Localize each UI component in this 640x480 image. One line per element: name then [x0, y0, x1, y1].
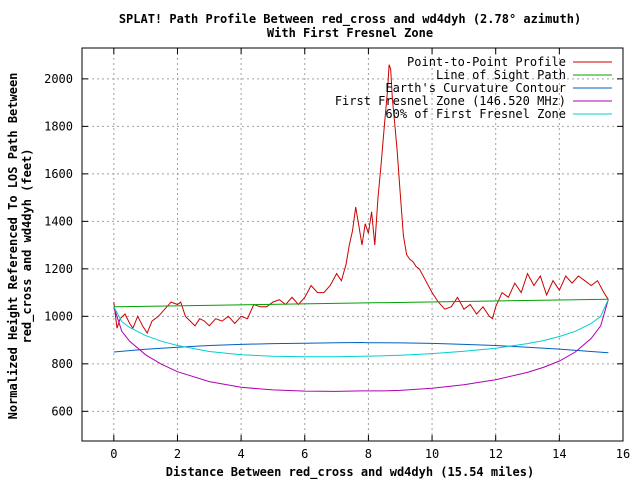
y-axis-label-line2: red_cross and wd4dyh (feet) — [20, 148, 35, 343]
y-axis-label-line1: Normalized Height Referenced To LOS Path… — [6, 73, 20, 420]
x-tick-label: 12 — [488, 447, 502, 461]
x-tick-label: 4 — [238, 447, 245, 461]
legend-label: 60% of First Fresnel Zone — [385, 107, 566, 121]
series-line-4 — [113, 298, 609, 358]
chart-title: SPLAT! Path Profile Between red_cross an… — [119, 12, 581, 27]
x-tick-label: 14 — [552, 447, 566, 461]
legend-label: Point-to-Point Profile — [407, 55, 566, 69]
plot-frame — [81, 47, 624, 442]
legend-label: First Fresnel Zone (146.520 MHz) — [335, 94, 566, 108]
ticks: 0 2 4 6 8 10 12 14 16 600 800 1000 1200 1400 1600 1800 2… — [44, 48, 630, 461]
chart-subtitle: With First Fresnel Zone — [267, 26, 433, 40]
legend-label: Line of Sight Path — [436, 68, 566, 82]
x-tick-label: 16 — [616, 447, 630, 461]
series-line-3 — [113, 299, 609, 392]
x-tick-label: 8 — [365, 447, 372, 461]
x-tick-label: 6 — [301, 447, 308, 461]
x-tick-label: 10 — [425, 447, 439, 461]
y-tick-label: 1400 — [44, 214, 73, 228]
legend-label: Earth's Curvature Contour — [385, 81, 566, 95]
y-tick-label: 1200 — [44, 262, 73, 276]
y-tick-label: 1600 — [44, 167, 73, 181]
y-tick-label: 800 — [51, 357, 73, 371]
series-line-0 — [113, 64, 609, 335]
y-tick-label: 1000 — [44, 309, 73, 323]
series-line-1 — [113, 298, 609, 308]
series-line-2 — [113, 341, 609, 354]
series-group — [113, 64, 609, 392]
y-tick-label: 1800 — [44, 119, 73, 133]
y-tick-label: 600 — [51, 404, 73, 418]
y-tick-label: 2000 — [44, 72, 73, 86]
x-axis-label: Distance Between red_cross and wd4dyh (1… — [166, 465, 534, 480]
x-tick-label: 0 — [110, 447, 117, 461]
x-tick-label: 2 — [174, 447, 181, 461]
